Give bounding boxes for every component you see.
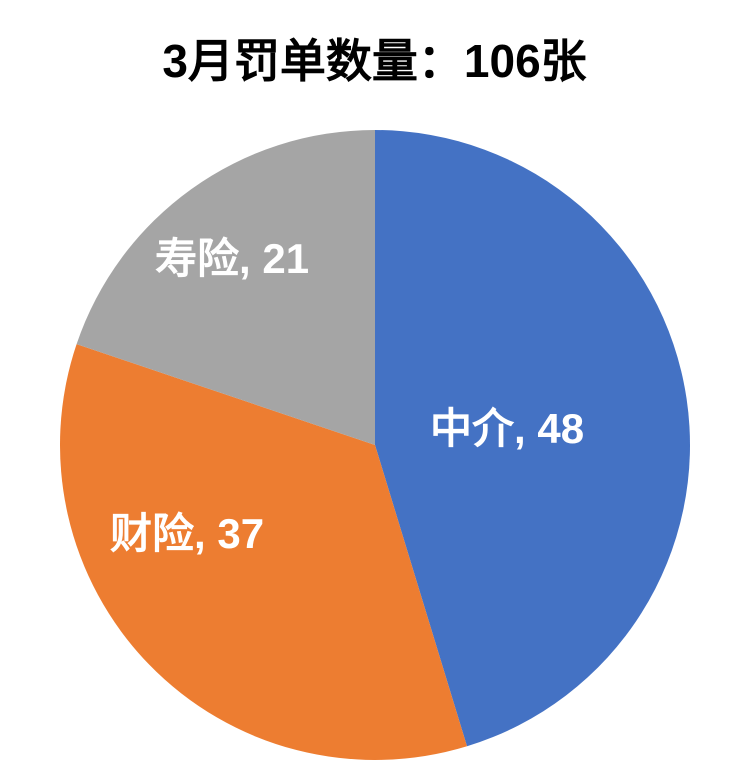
- pie-svg: [60, 130, 690, 760]
- slice-label-1: 财险, 37: [110, 500, 264, 561]
- pie-chart: [60, 130, 690, 760]
- chart-container: 3月罚单数量：106张 中介, 48 财险, 37 寿险, 21: [0, 0, 749, 783]
- slice-label-2: 寿险, 21: [155, 225, 309, 286]
- slice-label-0: 中介, 48: [430, 395, 584, 456]
- chart-title: 3月罚单数量：106张: [0, 25, 749, 91]
